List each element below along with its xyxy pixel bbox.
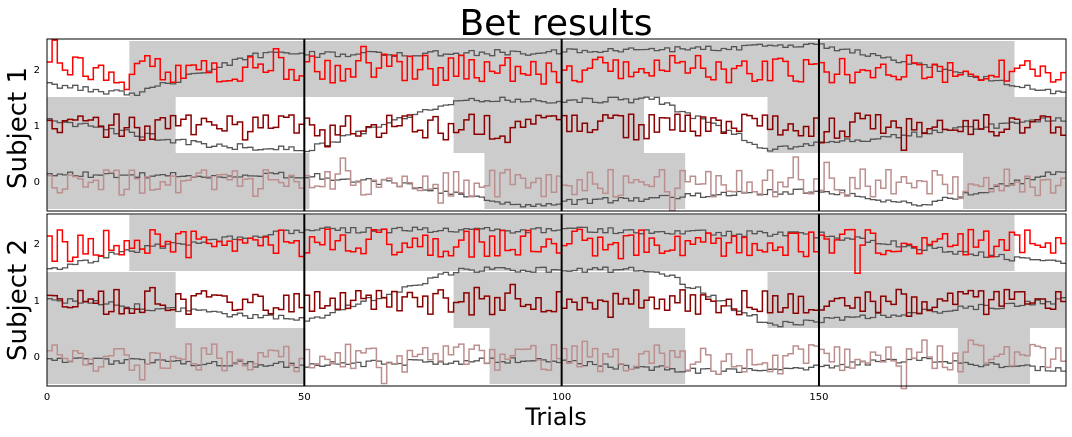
bet-trace-level-2 bbox=[47, 228, 1066, 275]
shaded-segment bbox=[484, 153, 562, 209]
y-tick-label: 0 bbox=[34, 177, 40, 188]
belief-trace bbox=[47, 266, 1066, 328]
x-tick-label: 150 bbox=[809, 392, 828, 403]
y-tick-label: 2 bbox=[34, 65, 40, 76]
bet-trace-level-0 bbox=[47, 156, 1066, 212]
y-tick-label: 1 bbox=[34, 296, 40, 307]
x-tick-label: 0 bbox=[44, 392, 50, 403]
panel-frame bbox=[46, 213, 1067, 387]
shaded-segment bbox=[561, 328, 686, 384]
shaded-segment bbox=[561, 97, 644, 153]
chart-title: Bet results bbox=[459, 3, 652, 44]
shaded-segment bbox=[818, 215, 1015, 271]
shaded-segment bbox=[489, 328, 562, 384]
y-axis-label-subject-1: Subject 1 bbox=[3, 67, 33, 189]
y-tick-label: 0 bbox=[34, 352, 40, 363]
y-axis-label-subject-2: Subject 2 bbox=[3, 239, 33, 361]
x-tick-label: 50 bbox=[298, 392, 311, 403]
bet-trace-level-1 bbox=[47, 283, 1066, 318]
panel-subject-2: 0 1 2 bbox=[34, 213, 1067, 390]
shaded-segment bbox=[453, 97, 562, 153]
x-axis-ticks: 0 50 100 150 bbox=[44, 392, 829, 403]
belief-trace bbox=[47, 96, 1066, 153]
bet-trace-level-1 bbox=[47, 112, 1066, 152]
y-tick-label: 2 bbox=[34, 239, 40, 250]
x-axis-label: Trials bbox=[524, 403, 587, 431]
belief-trace bbox=[47, 226, 1066, 271]
shaded-segment bbox=[818, 41, 1015, 97]
bet-trace-level-0 bbox=[47, 339, 1066, 390]
y-tick-label: 1 bbox=[34, 121, 40, 132]
shaded-segment bbox=[453, 272, 562, 328]
panel-subject-1: 0 1 2 bbox=[34, 38, 1067, 212]
panel-frame bbox=[46, 38, 1067, 212]
x-tick-label: 100 bbox=[552, 392, 571, 403]
shaded-segment bbox=[47, 272, 176, 328]
shaded-segment bbox=[47, 153, 310, 209]
bet-trace-level-2 bbox=[47, 39, 1066, 91]
belief-trace bbox=[47, 356, 1066, 376]
shaded-segment bbox=[561, 272, 650, 328]
